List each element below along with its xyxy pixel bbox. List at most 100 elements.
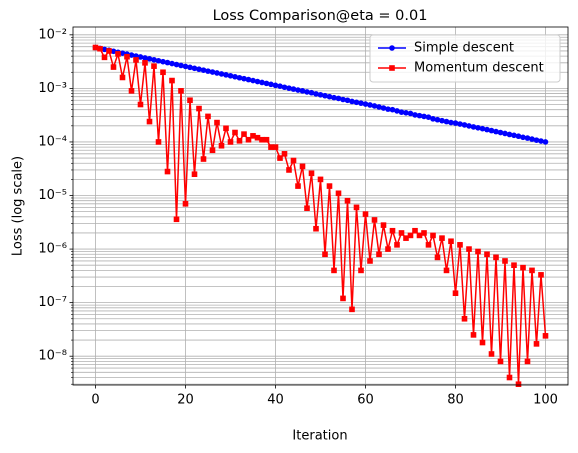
marker bbox=[313, 225, 319, 232]
marker bbox=[254, 78, 261, 85]
marker bbox=[137, 101, 144, 108]
marker bbox=[542, 139, 549, 145]
marker bbox=[164, 59, 171, 66]
marker bbox=[182, 63, 189, 70]
y-axis-label: Loss (log scale) bbox=[11, 156, 26, 256]
marker bbox=[182, 201, 189, 207]
marker bbox=[290, 157, 297, 164]
marker bbox=[497, 129, 504, 136]
marker bbox=[308, 170, 315, 177]
y-tick-label: 10⁻⁴ bbox=[38, 134, 67, 149]
marker bbox=[299, 163, 306, 170]
marker bbox=[430, 232, 436, 239]
marker bbox=[191, 171, 198, 178]
marker bbox=[200, 156, 207, 162]
marker bbox=[151, 56, 157, 63]
marker bbox=[380, 105, 387, 111]
plot-frame bbox=[72, 26, 569, 386]
marker bbox=[457, 121, 463, 127]
marker bbox=[295, 183, 301, 189]
y-tick-label: 10⁻⁷ bbox=[38, 295, 67, 310]
legend-box bbox=[369, 34, 561, 83]
marker bbox=[407, 232, 414, 239]
grid bbox=[73, 27, 568, 385]
marker bbox=[353, 99, 360, 106]
marker bbox=[209, 69, 216, 75]
marker bbox=[394, 108, 400, 114]
series bbox=[92, 44, 549, 388]
marker bbox=[443, 267, 450, 274]
marker bbox=[250, 77, 256, 84]
x-tick-label: 0 bbox=[91, 393, 99, 408]
marker bbox=[403, 110, 409, 116]
marker bbox=[466, 123, 472, 129]
marker bbox=[493, 254, 499, 261]
marker bbox=[101, 54, 108, 61]
marker bbox=[227, 72, 234, 79]
marker bbox=[223, 125, 229, 132]
marker bbox=[488, 351, 495, 357]
marker bbox=[272, 82, 279, 89]
marker bbox=[416, 232, 423, 239]
marker bbox=[353, 204, 360, 211]
marker bbox=[412, 227, 418, 234]
marker bbox=[263, 136, 270, 143]
marker bbox=[484, 126, 490, 133]
marker bbox=[286, 167, 292, 173]
marker bbox=[479, 339, 486, 346]
marker bbox=[178, 88, 184, 94]
marker bbox=[160, 69, 166, 76]
marker bbox=[101, 46, 108, 53]
marker bbox=[520, 134, 526, 141]
marker bbox=[142, 60, 148, 66]
marker bbox=[349, 306, 355, 313]
marker bbox=[160, 58, 166, 65]
marker bbox=[529, 136, 535, 142]
marker bbox=[146, 118, 153, 125]
marker bbox=[142, 55, 148, 61]
marker bbox=[470, 124, 477, 130]
marker bbox=[196, 105, 202, 112]
marker bbox=[416, 112, 423, 119]
marker bbox=[128, 88, 135, 94]
marker bbox=[106, 48, 112, 54]
marker bbox=[484, 251, 490, 258]
marker bbox=[218, 142, 225, 149]
marker bbox=[173, 216, 180, 223]
marker bbox=[367, 102, 373, 108]
marker bbox=[277, 83, 283, 89]
marker bbox=[461, 122, 468, 128]
x-tick-label: 20 bbox=[177, 393, 194, 408]
marker bbox=[533, 137, 540, 143]
marker bbox=[277, 155, 283, 161]
marker bbox=[155, 139, 162, 145]
marker bbox=[187, 97, 193, 104]
marker bbox=[475, 124, 481, 131]
marker bbox=[259, 79, 265, 86]
marker bbox=[241, 75, 247, 82]
marker bbox=[380, 222, 387, 228]
marker bbox=[227, 139, 234, 145]
marker bbox=[241, 131, 247, 137]
marker bbox=[155, 57, 162, 64]
marker bbox=[394, 242, 400, 248]
marker bbox=[533, 341, 540, 347]
marker bbox=[236, 138, 243, 144]
marker bbox=[475, 248, 481, 255]
marker bbox=[214, 70, 220, 76]
marker bbox=[317, 91, 324, 98]
marker bbox=[313, 91, 319, 97]
marker bbox=[322, 92, 328, 99]
marker bbox=[389, 106, 396, 113]
marker bbox=[497, 358, 504, 365]
marker bbox=[119, 74, 126, 81]
marker bbox=[457, 242, 463, 248]
marker bbox=[92, 44, 99, 51]
marker bbox=[506, 131, 513, 138]
marker bbox=[200, 67, 207, 73]
marker bbox=[97, 45, 103, 52]
marker bbox=[259, 136, 265, 143]
marker bbox=[511, 132, 517, 139]
marker bbox=[479, 125, 486, 132]
